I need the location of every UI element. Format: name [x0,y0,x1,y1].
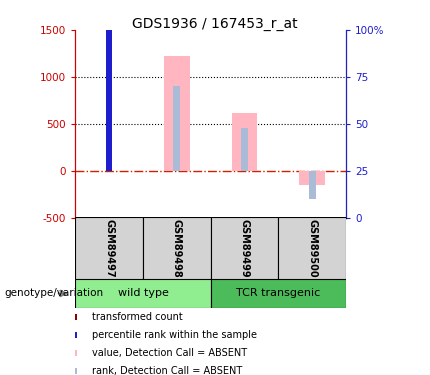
Bar [232,113,258,171]
Bar [173,86,180,171]
Text: rank, Detection Call = ABSENT: rank, Detection Call = ABSENT [92,366,243,375]
Bar [211,279,346,308]
Bar [279,217,346,279]
Text: GSM89499: GSM89499 [240,219,249,278]
Bar [75,279,211,308]
Text: value, Detection Call = ABSENT: value, Detection Call = ABSENT [92,348,248,358]
Text: genotype/variation: genotype/variation [4,288,104,298]
Text: GSM89498: GSM89498 [172,219,182,278]
Text: TCR transgenic: TCR transgenic [237,288,320,298]
Text: GSM89500: GSM89500 [307,219,317,278]
Text: GDS1936 / 167453_r_at: GDS1936 / 167453_r_at [132,17,298,31]
Text: wild type: wild type [117,288,169,298]
Bar [143,217,211,279]
Bar [106,0,113,171]
Bar [241,128,248,171]
Bar [106,79,113,171]
Bar [164,56,190,171]
Text: percentile rank within the sample: percentile rank within the sample [92,330,258,340]
Text: transformed count: transformed count [92,312,183,322]
Bar [309,171,316,199]
Bar [211,217,278,279]
Bar [299,171,325,185]
Text: GSM89497: GSM89497 [104,219,114,278]
Bar [75,217,143,279]
